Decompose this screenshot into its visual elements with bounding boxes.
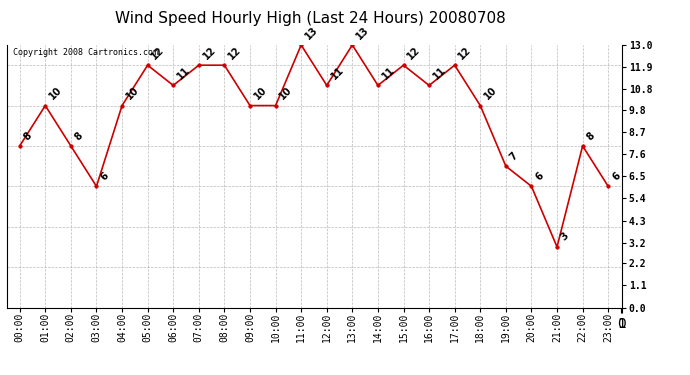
Text: 13: 13 xyxy=(355,24,371,41)
Text: 12: 12 xyxy=(406,45,422,61)
Text: 12: 12 xyxy=(201,45,217,61)
Text: 10: 10 xyxy=(277,85,294,102)
Text: 11: 11 xyxy=(431,65,448,81)
Text: 10: 10 xyxy=(482,85,499,102)
Text: 11: 11 xyxy=(329,65,346,81)
Text: 11: 11 xyxy=(175,65,192,81)
Text: 10: 10 xyxy=(252,85,268,102)
Text: 8: 8 xyxy=(73,130,85,142)
Text: 13: 13 xyxy=(303,24,320,41)
Text: 10: 10 xyxy=(124,85,141,102)
Text: Copyright 2008 Cartronics.com: Copyright 2008 Cartronics.com xyxy=(13,48,158,57)
Text: 10: 10 xyxy=(48,85,64,102)
Text: 3: 3 xyxy=(559,231,571,243)
Text: 8: 8 xyxy=(584,130,597,142)
Text: 7: 7 xyxy=(508,150,520,162)
Text: Wind Speed Hourly High (Last 24 Hours) 20080708: Wind Speed Hourly High (Last 24 Hours) 2… xyxy=(115,11,506,26)
Text: 6: 6 xyxy=(610,171,622,182)
Text: 12: 12 xyxy=(226,45,243,61)
Text: 6: 6 xyxy=(533,171,545,182)
Text: 11: 11 xyxy=(380,65,397,81)
Text: 12: 12 xyxy=(150,45,166,61)
Text: 8: 8 xyxy=(22,130,34,142)
Text: 6: 6 xyxy=(99,171,110,182)
Text: 12: 12 xyxy=(457,45,473,61)
